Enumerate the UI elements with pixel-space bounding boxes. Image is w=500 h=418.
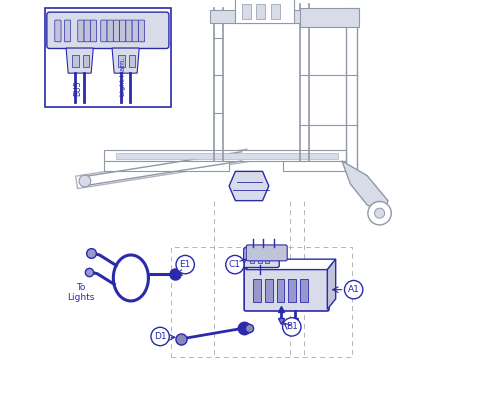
FancyBboxPatch shape: [120, 20, 126, 42]
Bar: [256, 4, 266, 19]
FancyBboxPatch shape: [246, 245, 287, 261]
Polygon shape: [246, 259, 336, 270]
Text: B1: B1: [286, 322, 298, 331]
Text: BUS: BUS: [74, 81, 82, 96]
FancyBboxPatch shape: [236, 0, 294, 23]
FancyBboxPatch shape: [47, 12, 169, 48]
Text: C1: C1: [229, 260, 241, 269]
Polygon shape: [66, 48, 93, 73]
FancyBboxPatch shape: [114, 20, 119, 42]
Bar: [277, 279, 284, 302]
Circle shape: [374, 208, 384, 218]
Circle shape: [226, 255, 244, 274]
Bar: [72, 55, 79, 67]
Bar: [271, 4, 280, 19]
FancyBboxPatch shape: [78, 20, 84, 42]
FancyBboxPatch shape: [244, 247, 280, 268]
Polygon shape: [284, 161, 346, 171]
Bar: [265, 279, 272, 302]
FancyBboxPatch shape: [64, 20, 70, 42]
Circle shape: [176, 255, 195, 274]
Circle shape: [344, 280, 363, 299]
FancyBboxPatch shape: [84, 20, 90, 42]
Bar: [258, 253, 262, 263]
Circle shape: [79, 175, 90, 187]
FancyBboxPatch shape: [55, 20, 61, 42]
Text: E1: E1: [180, 260, 191, 269]
Bar: [300, 279, 308, 302]
FancyBboxPatch shape: [132, 20, 138, 42]
Circle shape: [282, 318, 301, 336]
Bar: [118, 55, 125, 67]
Bar: [265, 253, 269, 263]
Bar: [300, 8, 358, 27]
Polygon shape: [104, 150, 346, 161]
Polygon shape: [210, 10, 321, 23]
Text: Light Harn.: Light Harn.: [120, 57, 126, 96]
Bar: [83, 55, 89, 67]
Polygon shape: [328, 259, 336, 309]
FancyBboxPatch shape: [244, 268, 329, 311]
Polygon shape: [116, 153, 338, 159]
Bar: [250, 253, 254, 263]
FancyBboxPatch shape: [126, 20, 132, 42]
FancyBboxPatch shape: [107, 20, 114, 42]
FancyBboxPatch shape: [101, 20, 107, 42]
Polygon shape: [229, 171, 269, 201]
Polygon shape: [104, 161, 229, 171]
Text: To
Lights: To Lights: [67, 283, 94, 302]
Circle shape: [151, 327, 170, 346]
Circle shape: [368, 201, 392, 225]
FancyBboxPatch shape: [90, 20, 96, 42]
Text: D1: D1: [154, 332, 166, 341]
FancyBboxPatch shape: [138, 20, 144, 42]
Bar: [288, 279, 296, 302]
Bar: [45, 8, 170, 107]
Bar: [129, 55, 136, 67]
Bar: [242, 4, 251, 19]
Polygon shape: [342, 161, 388, 213]
Polygon shape: [112, 48, 139, 73]
Bar: [254, 279, 261, 302]
Text: A1: A1: [348, 285, 360, 294]
